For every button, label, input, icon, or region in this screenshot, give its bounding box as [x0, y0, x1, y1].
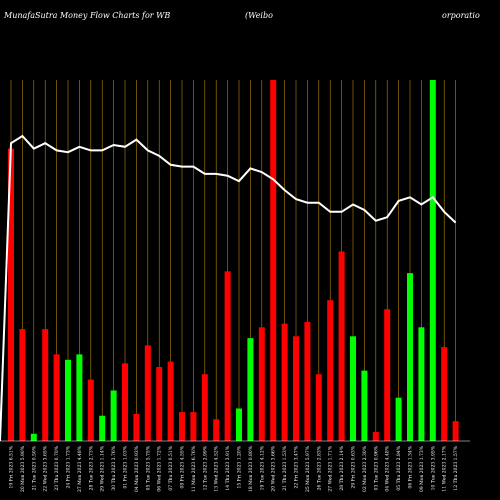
- x-tick-label: 14 Thu 2023 3.91%: [225, 445, 231, 490]
- x-tick-label: 20 Wed 2023 3.66%: [271, 445, 277, 491]
- money-flow-bar: [110, 390, 117, 441]
- money-flow-bar: [338, 251, 345, 441]
- x-tick-label: 07 Thu 2023 0.51%: [168, 445, 174, 490]
- money-flow-bar: [315, 374, 322, 441]
- x-tick-label: 15 Fri 2023 1.20%: [237, 445, 243, 488]
- money-flow-bar: [247, 338, 254, 441]
- money-flow-line: [0, 134, 457, 442]
- x-tick-label: 05 Tue 2023 5.75%: [145, 445, 151, 490]
- x-tick-label: 12 Tue 2023 2.99%: [202, 445, 208, 490]
- money-flow-bar: [213, 419, 220, 441]
- money-flow-bar: [372, 431, 379, 441]
- money-flow-bar: [452, 421, 459, 441]
- x-tick-label: 13 Wed 2023 4.52%: [214, 445, 220, 491]
- x-tick-labels: 19 Fri 2023 6.51% 20 Mon 2023 5.90% 21 Tue…: [9, 445, 460, 492]
- x-tick-label: 11 Wed 2023 2.17%: [442, 445, 448, 491]
- x-tick-label: 06 Fri 2023 1.34%: [408, 445, 414, 488]
- money-flow-bar: [270, 80, 277, 441]
- x-tick-label: 29 Fri 2023 0.63%: [351, 445, 357, 488]
- x-tick-label: 06 Wed 2023 1.72%: [157, 445, 163, 491]
- x-tick-label: 28 Tue 2023 2.73%: [88, 445, 94, 490]
- money-flow-bars: [8, 80, 459, 441]
- money-flow-bar: [179, 412, 185, 441]
- x-tick-label: 11 Mon 2023 6.76%: [191, 445, 197, 492]
- x-tick-label: 24 Fri 2023 1.73%: [66, 445, 72, 488]
- money-flow-bar: [144, 345, 151, 441]
- money-flow-bar: [384, 309, 391, 441]
- x-tick-label: 09 Mon 2023 1.73%: [419, 445, 425, 492]
- money-flow-bar: [304, 321, 311, 441]
- x-tick-label: 19 Fri 2023 6.51%: [9, 445, 15, 488]
- x-tick-label: 03 Tue 2023 0.96%: [373, 445, 379, 490]
- money-flow-bar: [53, 354, 60, 441]
- money-flow-bar: [418, 327, 425, 441]
- money-flow-bar: [87, 379, 94, 441]
- x-tick-label: 04 Wed 2023 4.48%: [385, 445, 391, 491]
- money-flow-bar: [350, 336, 356, 441]
- x-tick-label: 25 Mon 2023 5.97%: [305, 445, 311, 492]
- money-flow-bar: [236, 408, 242, 441]
- x-tick-label: 19 Tue 2023 4.12%: [259, 445, 265, 490]
- money-flow-bar: [76, 354, 83, 441]
- x-tick-label: 27 Mon 2023 4.48%: [77, 445, 83, 492]
- x-tick-label: 23 Thu 2023 0.70%: [54, 445, 60, 490]
- chart-title-company: (Weibo: [245, 11, 273, 20]
- x-tick-label: 21 Thu 2023 1.53%: [282, 445, 288, 490]
- money-flow-bar: [361, 370, 368, 441]
- money-flow-bar: [281, 323, 288, 441]
- x-tick-label: 21 Tue 2023 0.50%: [31, 445, 37, 490]
- x-tick-label: 08 Fri 2023 4.55%: [180, 445, 186, 488]
- x-tick-label: 05 Thu 2023 2.84%: [396, 445, 402, 490]
- x-tick-label: 10 Tue 2023 3.95%: [430, 445, 436, 490]
- money-flow-bar: [293, 336, 299, 441]
- money-flow-bar: [201, 374, 208, 441]
- money-flow-bar: [167, 361, 174, 441]
- x-tick-label: 22 Fri 2023 3.47%: [294, 445, 300, 488]
- money-flow-bar: [441, 347, 448, 441]
- money-flow-bar: [122, 363, 128, 441]
- money-flow-bar: [429, 80, 436, 441]
- x-tick-label: 12 Thu 2023 1.57%: [453, 445, 459, 490]
- money-flow-bar: [327, 300, 334, 441]
- x-tick-label: 30 Thu 2023 3.76%: [111, 445, 117, 490]
- money-flow-bar: [19, 329, 26, 441]
- x-tick-label: 20 Mon 2023 5.90%: [20, 445, 26, 492]
- money-flow-bar: [258, 327, 265, 441]
- money-flow-bar: [156, 366, 163, 441]
- money-flow-bar: [395, 397, 402, 441]
- x-tick-label: 29 Wed 2023 1.14%: [100, 445, 106, 491]
- money-flow-bar: [8, 148, 14, 441]
- money-flow-bar: [407, 273, 413, 441]
- x-tick-label: 18 Mon 2023 0.80%: [248, 445, 254, 492]
- money-flow-bar: [65, 359, 71, 441]
- money-flow-bar: [133, 413, 140, 441]
- chart-title: MunafaSutra Money Flow Charts for WB: [3, 11, 170, 20]
- x-tick-label: 01 Fri 2023 1.03%: [123, 445, 129, 488]
- chart-title-company-cont: orporatio: [442, 11, 480, 20]
- money-flow-bar: [99, 415, 106, 441]
- money-flow-bar: [42, 329, 49, 441]
- x-tick-label: 04 Mon 2023 0.93%: [134, 445, 140, 492]
- x-tick-label: 26 Tue 2023 2.83%: [316, 445, 322, 490]
- x-tick-label: 28 Thu 2023 2.14%: [339, 445, 345, 490]
- x-tick-label: 22 Wed 2023 3.65%: [43, 445, 49, 491]
- money-flow-bar: [224, 271, 231, 441]
- money-flow-bar: [30, 433, 37, 441]
- x-tick-label: 02 Mon 2023 2.30%: [362, 445, 368, 492]
- x-tick-label: 27 Wed 2023 1.71%: [328, 445, 334, 491]
- money-flow-bar: [190, 412, 197, 441]
